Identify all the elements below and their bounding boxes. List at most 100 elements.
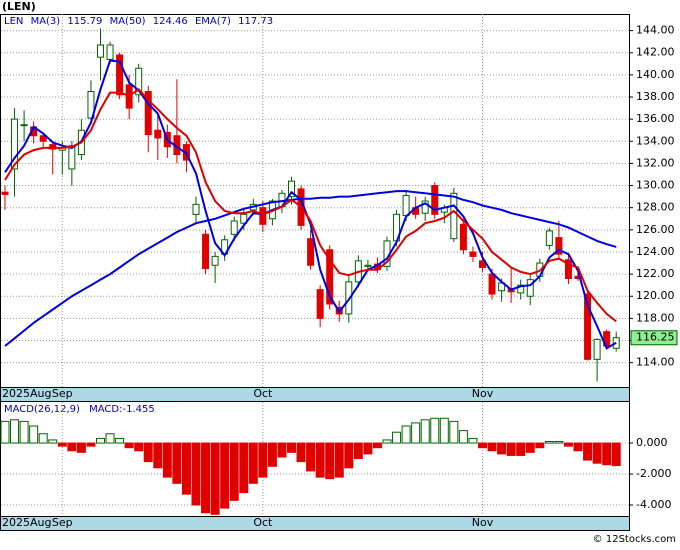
legend-symbol: LEN [4,16,23,27]
candle-body [1,191,9,195]
candle-body [431,185,439,215]
macd-bar [267,442,277,467]
macd-bar [181,442,191,495]
legend-value: 124.46 [153,16,188,27]
candle-body [11,118,19,170]
y-tick-label: 140.00 [636,68,675,81]
legend-entry: MA(50) [110,16,146,27]
legend-entry: MA(3) [31,16,61,27]
candle-body [192,203,200,215]
candle-body [517,284,525,294]
macd-bar [420,419,430,444]
macd-bar [248,442,258,484]
footer: © 12Stocks.com [593,534,676,545]
macd-bar [134,442,144,452]
macd-bar [468,437,478,444]
macd-bar [162,442,172,478]
candle-body [488,273,496,295]
macd-bar [210,442,220,515]
macd-bar [382,439,392,444]
x-tick-label: 2025Aug [2,387,51,400]
macd-bar [592,442,602,464]
x-tick-label: Nov [472,516,494,529]
macd-bar [363,442,373,455]
candle-body [144,90,152,136]
macd-subtitle: MACD:-1.455 [89,404,155,415]
y-tick-label: 126.00 [636,223,675,236]
y-tick-label: 0.000 [636,436,668,449]
ma-line [4,87,617,323]
macd-bar [153,442,163,469]
candle-body [202,233,210,270]
macd-bar [306,442,316,472]
ma-line [4,59,617,350]
macd-bar [554,440,564,444]
candle-body [39,135,47,142]
candle-body [20,124,28,127]
y-tick-label: 124.00 [636,245,675,258]
y-tick-label: 118.00 [636,311,675,324]
macd-bar [48,439,58,444]
macd-bar [86,442,96,447]
macd-bar [353,442,363,460]
candle-body [49,144,57,150]
macd-bar [0,420,10,444]
candle-body [316,289,324,319]
candle-body [450,192,458,240]
candle-body [87,90,95,119]
candle-body [135,67,143,96]
macd-bar [38,433,48,444]
y-tick-label: 130.00 [636,179,675,192]
legend-entry: EMA(7) [195,16,231,27]
macd-bar [29,425,39,444]
candle-body [584,293,592,360]
candle-body [106,44,114,60]
x-tick-label: Nov [472,387,494,400]
y-tick-label: 132.00 [636,156,675,169]
candle-body [211,255,219,266]
macd-bar [67,442,77,452]
candle-body [402,195,410,216]
macd-bar [401,425,411,444]
macd-bar [344,442,354,469]
ma-line [4,190,617,347]
macd-bar [57,442,67,447]
y-tick-label: 142.00 [636,46,675,59]
candle-body [593,338,601,360]
macd-bar [563,442,573,447]
price-panel [0,14,630,388]
macd-bar [478,442,487,449]
macd-bar [239,442,249,494]
macd-bar [430,417,440,444]
legend-value: 115.79 [67,16,102,27]
candle-body [240,213,248,224]
x-tick-label: Sep [52,387,73,400]
macd-bar [124,442,134,449]
y-tick-label: -4.000 [636,498,671,511]
candle-body [469,251,477,257]
macd-bar [115,437,125,444]
candle-body [154,129,162,139]
macd-bar [516,442,526,456]
x-tick-label: Oct [253,516,273,529]
macd-bar [296,442,306,463]
candle-body [230,220,238,235]
macd-bar [325,442,335,480]
macd-title: MACD(26,12,9) [4,404,80,415]
macd-bar [191,442,201,506]
chart-title: (LEN) [2,0,36,13]
y-tick-label: 136.00 [636,112,675,125]
macd-bar [573,442,583,452]
candle-body [259,207,267,225]
y-tick-label: 144.00 [636,24,675,37]
y-tick-label: 122.00 [636,267,675,280]
macd-bar [10,419,20,444]
candle-body [364,264,372,267]
macd-bar [611,442,621,467]
legend: LEN MA(3) 115.79 MA(50) 124.46 EMA(7) 11… [4,16,273,27]
macd-bar [583,442,593,461]
macd-bar [172,442,182,484]
macd-bar [201,442,211,514]
macd-bar [229,442,239,501]
